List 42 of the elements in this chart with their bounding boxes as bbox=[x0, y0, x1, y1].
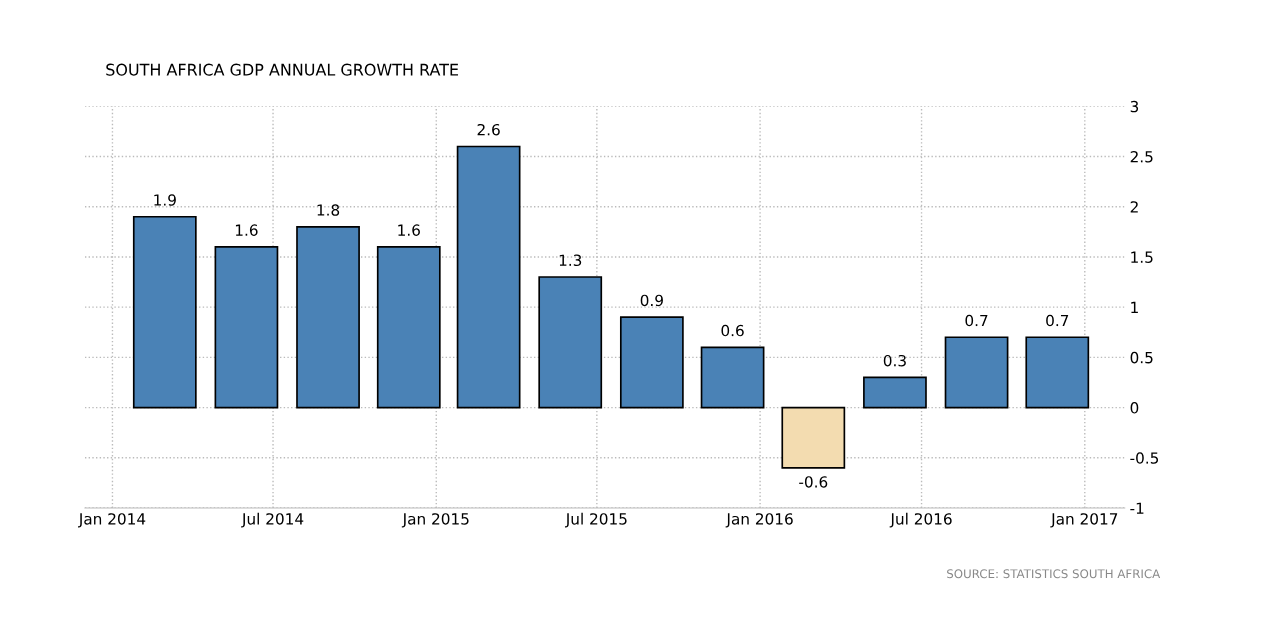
x-tick-label: Jan 2014 bbox=[78, 513, 146, 528]
y-tick-label: 1.5 bbox=[1131, 251, 1153, 263]
data-label: 1.3 bbox=[559, 254, 582, 267]
bar bbox=[863, 376, 927, 409]
data-label: 2.6 bbox=[477, 123, 500, 136]
bar bbox=[700, 346, 765, 409]
data-label: 1.8 bbox=[317, 204, 340, 216]
data-label: 0.7 bbox=[965, 314, 988, 327]
bar bbox=[619, 316, 684, 409]
bar bbox=[214, 246, 279, 409]
y-tick-label: -0.5 bbox=[1130, 452, 1159, 464]
bar bbox=[376, 246, 441, 409]
bar bbox=[1025, 336, 1090, 409]
data-label: 1.6 bbox=[398, 224, 420, 236]
source-note: SOURCE: STATISTICS SOUTH AFRICA bbox=[947, 569, 1161, 579]
y-tick-label: 1 bbox=[1131, 301, 1138, 313]
x-tick-label: Jan 2017 bbox=[1050, 513, 1118, 528]
y-tick-label: 2 bbox=[1130, 201, 1138, 213]
y-tick-label: 0.5 bbox=[1130, 351, 1153, 364]
y-tick-label: 0 bbox=[1130, 402, 1139, 414]
data-label: 0.9 bbox=[640, 294, 663, 307]
data-label: 0.3 bbox=[883, 354, 906, 367]
x-tick-label: Jan 2016 bbox=[725, 513, 793, 528]
bar bbox=[538, 276, 603, 409]
data-label: 1.6 bbox=[235, 224, 258, 236]
bar bbox=[296, 225, 360, 409]
chart-title: SOUTH AFRICA GDP ANNUAL GROWTH RATE bbox=[106, 63, 459, 76]
y-tick-label: -1 bbox=[1130, 502, 1144, 514]
bar bbox=[944, 336, 1009, 409]
bar bbox=[132, 215, 197, 409]
y-tick-label: 2.5 bbox=[1130, 150, 1153, 163]
data-label: 0.7 bbox=[1046, 314, 1069, 327]
data-label: -0.6 bbox=[799, 476, 828, 488]
data-label: 0.6 bbox=[721, 324, 744, 337]
x-tick-label: Jul 2016 bbox=[889, 512, 952, 528]
y-tick-label: 3 bbox=[1130, 100, 1139, 113]
x-tick-label: Jul 2015 bbox=[564, 512, 627, 528]
bar bbox=[456, 145, 521, 409]
x-tick-label: Jan 2015 bbox=[401, 513, 469, 528]
bar bbox=[781, 406, 846, 469]
x-tick-label: Jul 2014 bbox=[241, 512, 304, 528]
data-label: 1.9 bbox=[154, 194, 176, 206]
